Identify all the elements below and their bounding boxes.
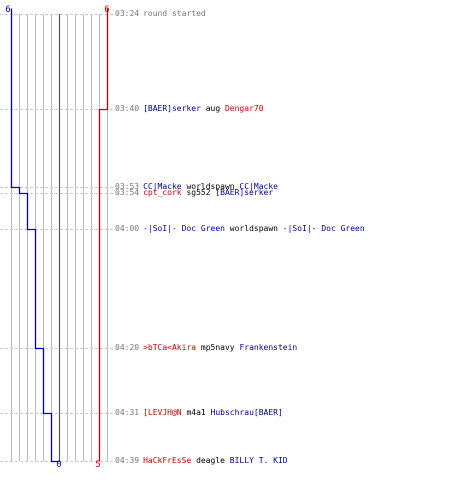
- event-row: 04:39 HaCkFrEsSe deagle BILLY T. KID: [115, 456, 288, 465]
- event-text: Dengar70: [224, 104, 264, 113]
- event-text: cpt_cork: [143, 188, 182, 197]
- event-time: 03:54: [115, 188, 140, 197]
- event-time: 03:40: [115, 104, 140, 113]
- event-time: 04:20: [115, 343, 140, 352]
- event-row: 04:20 >bTCa<Akira mp5navy Frankenstein: [115, 343, 297, 352]
- event-text: CC|Macke: [143, 182, 182, 191]
- axis-labels: 6 6 0 5: [5, 5, 109, 470]
- event-text: [BAER]serker: [143, 104, 201, 113]
- event-text: CC|Macke: [239, 182, 278, 191]
- event-time: 04:39: [115, 456, 140, 465]
- blue-bottom-label: 0: [56, 460, 61, 470]
- event-text: worldspawn: [224, 224, 283, 233]
- event-row: 03:24 round started: [115, 9, 206, 18]
- event-text: mp5navy: [196, 343, 240, 352]
- event-text: m4a1: [181, 408, 211, 417]
- red-team-line: [98, 8, 109, 462]
- event-text: -|SoI|- Doc Green: [143, 224, 225, 233]
- event-text: [LEVJH@N: [143, 408, 182, 417]
- event-text: -|SoI|- Doc Green: [282, 224, 365, 233]
- event-text: >bTCa<Akira: [143, 343, 197, 352]
- series-lines: [10, 8, 109, 463]
- event-row: 04:00 -|SoI|- Doc Green worldspawn -|SoI|…: [115, 224, 365, 233]
- event-time: 04:31: [115, 408, 140, 417]
- event-text: HaCkFrEsSe: [143, 456, 192, 465]
- event-time: 04:00: [115, 224, 140, 233]
- event-text: sg552: [181, 188, 216, 197]
- event-text: round started: [143, 9, 206, 18]
- red-top-label: 6: [104, 5, 109, 15]
- event-text: worldspawn: [181, 182, 240, 191]
- event-row: 04:31 [LEVJH@N m4a1 Hubschrau[BAER]: [115, 408, 283, 417]
- event-row: 03:40 [BAER]serker aug Dengar70: [115, 104, 264, 113]
- event-text: BILLY T. KID: [229, 456, 288, 465]
- event-text: [BAER]serker: [215, 188, 274, 197]
- event-guide-lines: [0, 14, 114, 462]
- event-row: 03:54 cpt_cork sg552 [BAER]serker: [115, 188, 273, 197]
- event-text: Frankenstein: [239, 343, 298, 352]
- event-text: aug: [200, 104, 225, 113]
- event-text: Hubschrau[BAER]: [210, 408, 283, 417]
- blue-top-label: 6: [5, 5, 10, 15]
- event-time: 03:53: [115, 182, 140, 191]
- event-text: deagle: [191, 456, 230, 465]
- red-bottom-label: 5: [95, 460, 100, 470]
- event-row: 03:53 CC|Macke worldspawn CC|Macke: [115, 182, 278, 191]
- event-time: 03:24: [115, 9, 140, 18]
- blue-team-line: [10, 8, 60, 463]
